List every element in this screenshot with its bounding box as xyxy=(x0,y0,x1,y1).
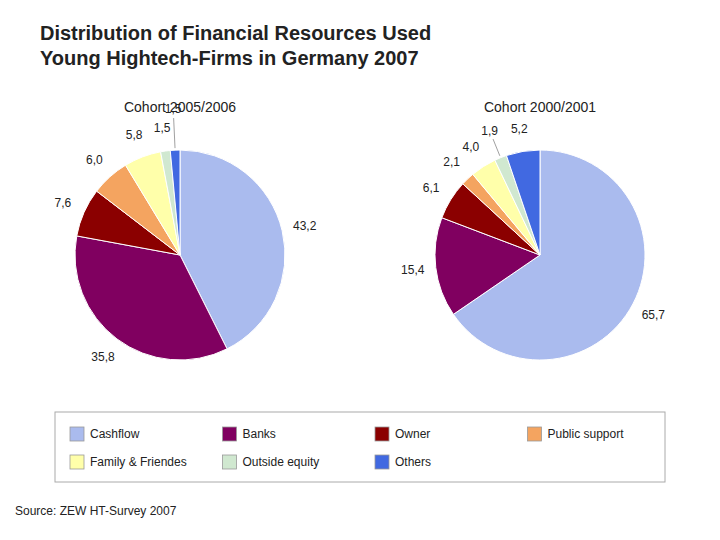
legend-label: Banks xyxy=(243,427,276,441)
title-line: Distribution of Financial Resources Used xyxy=(40,22,431,44)
data-label: 1,5 xyxy=(165,102,182,116)
data-label: 1,5 xyxy=(154,121,171,135)
data-label: 2,1 xyxy=(443,155,460,169)
pie-slice xyxy=(506,150,540,255)
data-label: 7,6 xyxy=(55,196,72,210)
pie-slice xyxy=(161,150,180,255)
data-label: 4,0 xyxy=(463,140,480,154)
data-label: 1,9 xyxy=(481,124,498,138)
pie: Cohort 2005/200643,235,87,66,05,81,51,5 xyxy=(55,99,317,364)
data-label: 43,2 xyxy=(293,219,317,233)
data-label: 15,4 xyxy=(401,263,425,277)
title: Distribution of Financial Resources Used… xyxy=(40,22,431,69)
legend-box xyxy=(55,412,665,482)
legend-swatch xyxy=(223,427,237,441)
pie-title: Cohort 2000/2001 xyxy=(484,99,596,115)
legend-label: Public support xyxy=(548,427,625,441)
legend-label: Cashflow xyxy=(90,427,140,441)
data-label: 5,2 xyxy=(511,122,528,136)
chart-root: Distribution of Financial Resources Used… xyxy=(0,0,720,540)
data-label: 65,7 xyxy=(642,308,666,322)
data-label: 6,0 xyxy=(86,153,103,167)
legend-swatch xyxy=(70,455,84,469)
title-line: Young Hightech-Firms in Germany 2007 xyxy=(40,47,419,69)
data-label: 35,8 xyxy=(91,350,115,364)
pie-slice xyxy=(75,236,227,360)
data-label: 6,1 xyxy=(423,181,440,195)
pie-slice xyxy=(170,150,180,255)
legend-swatch xyxy=(375,455,389,469)
legend-swatch xyxy=(223,455,237,469)
legend-swatch xyxy=(375,427,389,441)
data-label: 5,8 xyxy=(126,128,143,142)
legend-label: Others xyxy=(395,455,431,469)
legend-label: Outside equity xyxy=(243,455,320,469)
legend-swatch xyxy=(528,427,542,441)
pie: Cohort 2000/2001 65,7 15,4 6,12,14,01,9 5,2 xyxy=(401,99,665,360)
leader-line xyxy=(174,118,175,148)
annotation: Source: ZEW HT-Survey 2007 xyxy=(15,504,177,518)
legend: Cashflow Banks Owner Public support Family &… xyxy=(55,412,665,482)
legend-label: Owner xyxy=(395,427,430,441)
legend-label: Family & Friendes xyxy=(90,455,187,469)
leader-line xyxy=(493,139,500,156)
legend-swatch xyxy=(70,427,84,441)
